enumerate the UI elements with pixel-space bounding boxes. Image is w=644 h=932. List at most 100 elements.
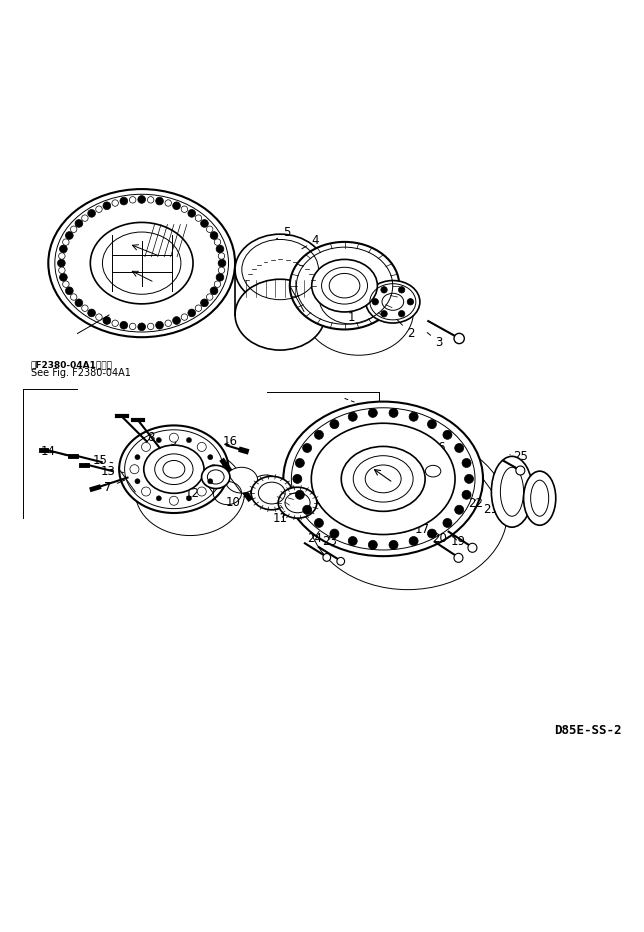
Circle shape <box>75 220 83 227</box>
Circle shape <box>66 287 73 295</box>
Circle shape <box>207 226 213 232</box>
Circle shape <box>173 202 180 210</box>
Circle shape <box>59 245 67 253</box>
Text: 20: 20 <box>431 531 447 544</box>
Ellipse shape <box>90 223 193 304</box>
Text: 4: 4 <box>302 234 319 249</box>
Circle shape <box>120 322 128 329</box>
Text: 2: 2 <box>397 320 415 340</box>
Circle shape <box>293 474 302 484</box>
Ellipse shape <box>251 476 292 510</box>
Circle shape <box>389 408 398 418</box>
Circle shape <box>59 273 67 281</box>
Circle shape <box>186 437 191 443</box>
Circle shape <box>296 490 305 500</box>
Circle shape <box>323 554 330 561</box>
Circle shape <box>195 215 202 221</box>
Circle shape <box>88 309 95 317</box>
Circle shape <box>112 199 118 206</box>
Circle shape <box>209 465 218 473</box>
Circle shape <box>129 197 136 203</box>
Circle shape <box>210 287 218 295</box>
Circle shape <box>103 202 111 210</box>
Circle shape <box>218 253 225 259</box>
Circle shape <box>409 412 418 421</box>
Ellipse shape <box>283 402 483 556</box>
Circle shape <box>330 529 339 538</box>
Circle shape <box>200 299 208 307</box>
Circle shape <box>62 281 69 287</box>
Circle shape <box>181 206 187 212</box>
Text: 23: 23 <box>322 536 337 549</box>
Circle shape <box>348 537 357 545</box>
Circle shape <box>62 239 69 245</box>
Circle shape <box>197 487 206 496</box>
Circle shape <box>169 496 178 505</box>
Ellipse shape <box>235 234 325 305</box>
Circle shape <box>135 479 140 484</box>
Circle shape <box>303 444 312 453</box>
Circle shape <box>443 431 452 439</box>
Circle shape <box>381 287 387 293</box>
Circle shape <box>454 554 463 562</box>
Circle shape <box>59 253 65 259</box>
Text: 19: 19 <box>451 535 466 549</box>
Ellipse shape <box>48 189 235 337</box>
Circle shape <box>173 317 180 324</box>
Circle shape <box>156 437 162 443</box>
Text: 14: 14 <box>41 445 70 459</box>
Circle shape <box>381 310 387 317</box>
Circle shape <box>218 267 225 273</box>
Circle shape <box>75 299 83 307</box>
Circle shape <box>88 210 95 217</box>
Ellipse shape <box>290 242 399 330</box>
Circle shape <box>208 479 213 484</box>
Circle shape <box>188 210 196 217</box>
Text: 5: 5 <box>276 226 290 240</box>
Circle shape <box>147 323 154 330</box>
Circle shape <box>169 433 178 442</box>
Circle shape <box>188 309 196 317</box>
Text: 図F2380-04A1図参照: 図F2380-04A1図参照 <box>31 361 113 369</box>
Circle shape <box>216 245 224 253</box>
Circle shape <box>197 443 206 451</box>
Circle shape <box>407 298 413 305</box>
Text: D85E-SS-2: D85E-SS-2 <box>554 723 621 736</box>
Ellipse shape <box>235 280 325 350</box>
Circle shape <box>464 474 473 484</box>
Text: 3: 3 <box>427 333 443 349</box>
Text: 25: 25 <box>510 450 528 463</box>
Text: See Fig. F2380-04A1: See Fig. F2380-04A1 <box>31 367 131 377</box>
Circle shape <box>129 323 136 330</box>
Circle shape <box>96 206 102 212</box>
Ellipse shape <box>312 259 377 312</box>
Circle shape <box>399 287 405 293</box>
Text: 1: 1 <box>337 301 355 324</box>
Text: 18: 18 <box>393 523 408 536</box>
Circle shape <box>214 239 221 245</box>
Text: 21: 21 <box>483 503 498 516</box>
Circle shape <box>337 557 345 565</box>
Ellipse shape <box>524 472 556 526</box>
Circle shape <box>147 197 154 203</box>
Ellipse shape <box>144 445 204 493</box>
Text: 6: 6 <box>424 442 445 455</box>
Ellipse shape <box>225 467 258 493</box>
Ellipse shape <box>278 487 317 518</box>
Circle shape <box>214 281 221 287</box>
Text: 15: 15 <box>92 454 113 467</box>
Circle shape <box>135 455 140 459</box>
Circle shape <box>57 259 65 267</box>
Circle shape <box>516 466 525 475</box>
Circle shape <box>210 232 218 240</box>
Circle shape <box>399 310 405 317</box>
Circle shape <box>120 198 128 205</box>
Circle shape <box>130 465 139 473</box>
Circle shape <box>200 220 208 227</box>
Circle shape <box>428 529 437 538</box>
Text: 9: 9 <box>162 435 176 448</box>
Text: 12: 12 <box>184 487 205 500</box>
Text: 24: 24 <box>307 531 322 544</box>
Circle shape <box>59 267 65 273</box>
Circle shape <box>207 294 213 300</box>
